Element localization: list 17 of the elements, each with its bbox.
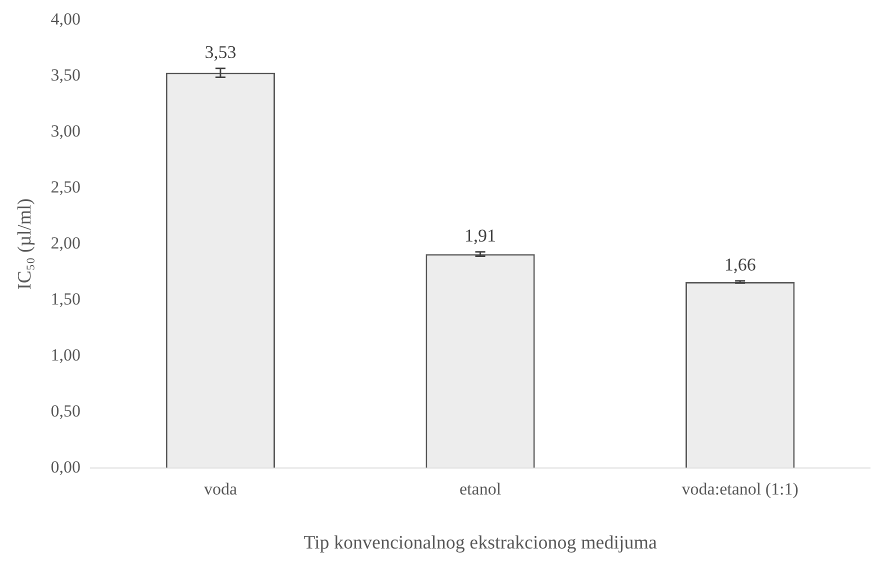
data-label: 1,66	[724, 254, 756, 275]
x-tick-label: voda	[204, 479, 238, 498]
y-tick-label: 2,50	[50, 178, 81, 197]
y-tick-label: 1,00	[50, 345, 81, 364]
y-tick-label: 3,00	[50, 122, 81, 141]
x-axis-title: Tip konvencionalnog ekstrakcionog medijuma	[304, 532, 658, 554]
y-tick-label: 0,00	[50, 457, 81, 476]
y-tick-label: 3,50	[50, 66, 81, 85]
x-tick-label: voda:etanol (1:1)	[682, 479, 798, 498]
y-tick-label: 1,50	[50, 289, 81, 308]
y-tick-label: 2,00	[50, 233, 81, 252]
y-axis-title: IC₅₀ (µl/ml)	[14, 198, 36, 290]
data-label: 1,91	[464, 226, 496, 246]
x-tick-label: etanol	[460, 479, 502, 498]
data-label: 3,53	[204, 42, 236, 62]
y-tick-label: 0,50	[50, 401, 81, 420]
y-tick-label: 4,00	[50, 10, 81, 29]
